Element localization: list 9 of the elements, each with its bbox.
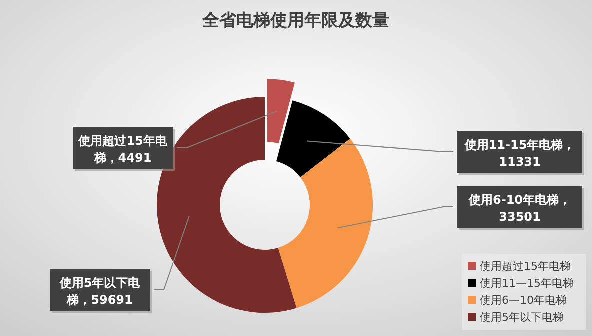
chart-title: 全省电梯使用年限及数量 bbox=[202, 11, 390, 31]
legend-label: 使用超过15年电梯 bbox=[480, 260, 571, 273]
legend-label: 使用5年以下电梯 bbox=[480, 311, 564, 324]
data-label: 使用11-15年电梯，11331 bbox=[464, 138, 576, 169]
data-label: 使用6-10年电梯，33501 bbox=[468, 193, 572, 224]
legend-label: 使用11—15年电梯 bbox=[480, 277, 574, 290]
data-label: 使用超过15年电梯，4491 bbox=[78, 134, 168, 165]
data-label: 使用5年以下电梯，59691 bbox=[58, 276, 142, 307]
legend-label: 使用6—10年电梯 bbox=[480, 294, 567, 307]
